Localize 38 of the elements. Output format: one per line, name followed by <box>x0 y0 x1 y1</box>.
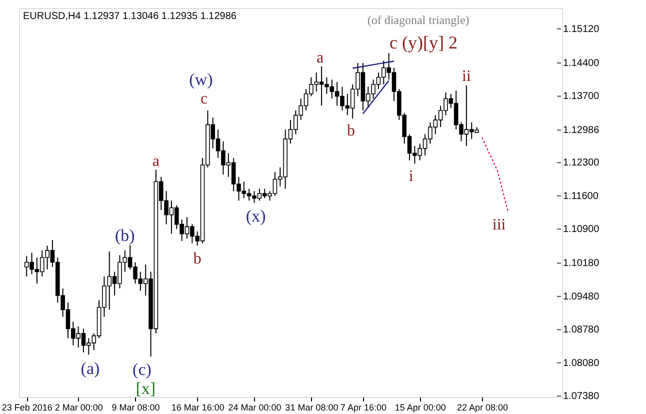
x-tick-label: 31 Mar 08:00 <box>285 402 338 412</box>
x-tick-label: 24 Mar 00:00 <box>228 402 282 412</box>
annotation: b <box>193 250 202 268</box>
annotation: ii <box>462 68 472 85</box>
annotation: c (y)[y] 2 <box>390 32 458 53</box>
annotation: (w) <box>189 70 213 90</box>
annotation: (of diagonal triangle) <box>367 12 470 27</box>
y-tick-label: 1.14400 <box>563 58 600 70</box>
annotation: (c) <box>132 360 152 379</box>
annotation: (a) <box>80 359 100 378</box>
annotation: a <box>152 152 160 170</box>
x-tick-label: 7 Apr 16:00 <box>340 402 386 412</box>
x-tick-label: 16 Mar 16:00 <box>171 402 224 412</box>
annotation: [x] <box>136 378 156 398</box>
y-tick-label: 1.15120 <box>563 24 600 35</box>
annotation: (b) <box>114 226 135 246</box>
chart-title: EURUSD,H4 1.12937 1.13046 1.12935 1.12986 <box>23 11 237 22</box>
x-tick-label: 23 Feb 2016 <box>2 402 52 412</box>
y-tick-label: 1.08780 <box>563 324 600 336</box>
y-tick-label: 1.11600 <box>563 190 599 202</box>
annotation: i <box>408 168 414 185</box>
x-tick-label: 15 Apr 00:00 <box>394 402 446 412</box>
y-tick-label: 1.12300 <box>563 158 600 169</box>
y-tick-label: 1.07380 <box>563 391 600 402</box>
x-tick-label: 22 Apr 08:00 <box>456 402 508 412</box>
annotation: c <box>200 90 208 108</box>
x-tick-label: 9 Mar 08:00 <box>112 402 160 412</box>
y-tick-label: 1.09480 <box>563 291 600 302</box>
y-tick-label: 1.10900 <box>563 224 600 236</box>
y-tick-label: 1.10180 <box>563 258 600 270</box>
annotation: (x) <box>246 206 266 226</box>
x-tick-label: 2 Mar 00:00 <box>54 402 103 412</box>
y-tick-label: 1.13700 <box>563 91 600 102</box>
annotation: iii <box>492 216 506 234</box>
annotation: b <box>347 122 356 140</box>
y-tick-label: 1.12986 <box>563 125 600 136</box>
y-tick-label: 1.08080 <box>563 358 600 369</box>
annotation: a <box>316 49 324 66</box>
